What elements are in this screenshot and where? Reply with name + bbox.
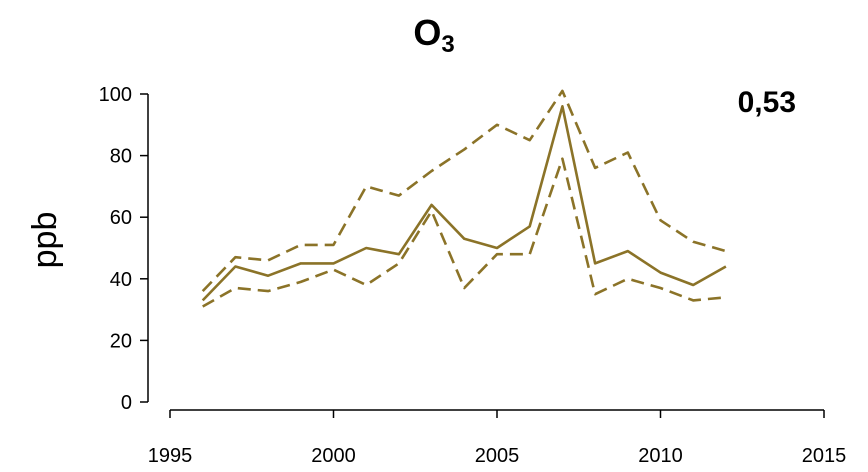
series-line-upper <box>201 89 727 293</box>
y-tick-label: 40 <box>110 269 132 291</box>
y-tick-label: 80 <box>110 146 132 168</box>
x-tick-label: 2010 <box>638 445 683 467</box>
y-tick-label: 60 <box>110 207 132 229</box>
y-tick-label: 20 <box>110 330 132 352</box>
chart-title-main: O <box>413 12 442 53</box>
correlation-annotation: 0,53 <box>737 86 796 119</box>
x-tick-label: 2005 <box>475 445 520 467</box>
axes: 0 20 40 60 80 100 1995 2000 2005 2010 2015 <box>99 84 847 467</box>
x-tick-label: 2015 <box>802 445 847 467</box>
y-tick-label: 0 <box>121 392 132 414</box>
chart-title-subscript: 3 <box>441 31 455 58</box>
x-tick-label: 2000 <box>311 445 356 467</box>
series-line-lower <box>202 157 727 308</box>
data-lines <box>201 89 727 308</box>
chart-title: O3 <box>0 12 868 59</box>
x-tick-label: 1995 <box>148 445 193 467</box>
y-tick-label: 100 <box>99 84 132 106</box>
series-line-mean <box>201 105 727 302</box>
